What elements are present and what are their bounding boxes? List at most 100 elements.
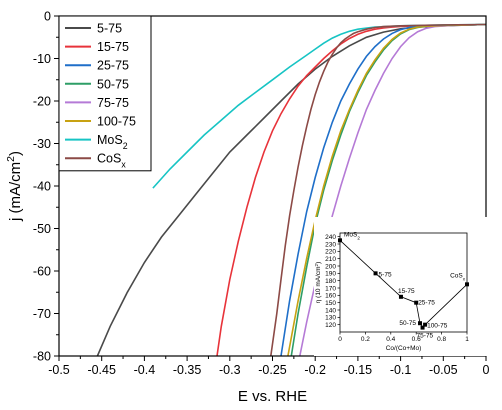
main-polarization-plot: -0.5 -0.45 -0.4 -0.35 -0.3 -0.25 -0.2 -0.15 -0.1… xyxy=(5,10,490,406)
y-axis-title-main: j (mA/cm xyxy=(7,162,24,222)
inset-x-tick-label: 0.2 xyxy=(361,336,370,343)
inset-overpotential-plot: 0 0.2 0.4 0.6 0.8 1 12013014015016017018019020… xyxy=(314,217,491,356)
inset-y-tick-label: 210 xyxy=(325,256,336,263)
inset-point-label-5: 75-75 xyxy=(417,333,434,340)
inset-point-label-0-base: MoS xyxy=(344,231,358,238)
legend-label-7-sub: x xyxy=(121,160,126,170)
inset-point-3 xyxy=(414,300,419,305)
legend-label-2-base: 25-75 xyxy=(97,59,129,73)
inset-y-tick-label: 200 xyxy=(325,263,336,270)
legend-label-5: 100-75 xyxy=(97,115,136,129)
inset-point-label-3-base: 25-75 xyxy=(418,300,435,307)
inset-y-tick-label: 240 xyxy=(325,234,336,241)
inset-point-label-0: MoS2 xyxy=(344,231,360,240)
inset-point-6 xyxy=(423,322,428,327)
series-line-7 xyxy=(270,23,486,356)
inset-y-tick-label: 230 xyxy=(325,241,336,248)
x-tick-label: -0.15 xyxy=(344,363,373,377)
y-axis-title-sup: 2 xyxy=(5,156,17,162)
inset-point-label-2-base: 15-75 xyxy=(398,288,415,295)
inset-point-label-0-sub: 2 xyxy=(357,235,360,240)
inset-y-tick-label: 220 xyxy=(325,249,336,256)
inset-point-label-7: CoSx xyxy=(450,272,466,281)
inset-y-tick-label: 170 xyxy=(325,285,336,292)
inset-point-label-6-base: 100-75 xyxy=(427,323,448,330)
inset-point-label-4: 50-75 xyxy=(399,320,416,327)
x-tick-label: -0.1 xyxy=(390,363,412,377)
y-tick-label: -10 xyxy=(33,52,51,66)
legend-label-6-base: MoS xyxy=(97,133,123,147)
x-axis-title: E vs. RHE xyxy=(238,388,307,405)
series-line-2 xyxy=(280,23,486,356)
plot-frame xyxy=(58,15,487,357)
y-tick-label: 0 xyxy=(44,10,51,24)
inset-point-label-5-base: 75-75 xyxy=(417,333,434,340)
y-tick-label: -80 xyxy=(33,350,51,364)
inset-point-label-7-sub: x xyxy=(463,276,466,281)
legend-label-1: 15-75 xyxy=(97,40,129,54)
inset-x-tick-label: 0.8 xyxy=(437,336,446,343)
inset-y-axis-title: η (10 mA/cm2) xyxy=(314,262,323,304)
inset-y-tick-label: 180 xyxy=(325,278,336,285)
inset-y-axis-title-main: η (10 mA/cm xyxy=(315,266,322,303)
legend-label-5-base: 100-75 xyxy=(97,115,136,129)
x-tick-label: -0.4 xyxy=(134,363,156,377)
inset-point-label-1-base: 5-75 xyxy=(379,271,392,278)
inset-point-label-6: 100-75 xyxy=(427,323,448,330)
inset-background xyxy=(314,217,491,356)
legend-label-4: 75-75 xyxy=(97,96,129,110)
inset-y-tick-label: 190 xyxy=(325,271,336,278)
inset-y-tick-label: 140 xyxy=(325,307,336,314)
inset-point-label-4-base: 50-75 xyxy=(399,320,416,327)
inset-point-label-2: 15-75 xyxy=(398,288,415,295)
legend-label-6-sub: 2 xyxy=(123,141,128,151)
y-tick-label: -30 xyxy=(33,137,51,151)
x-tick-label: -0.45 xyxy=(87,363,116,377)
legend-label-3: 50-75 xyxy=(97,77,129,91)
inset-x-tick-label: 0.6 xyxy=(412,336,421,343)
y-tick-label: -20 xyxy=(33,95,51,109)
inset-point-7 xyxy=(465,282,469,287)
x-tick-label: -0.25 xyxy=(258,363,287,377)
inset-x-tick-label: 0.4 xyxy=(386,336,395,343)
legend-label-6: MoS2 xyxy=(97,133,128,151)
legend-label-0-base: 5-75 xyxy=(97,22,122,36)
x-tick-label: -0.2 xyxy=(304,363,326,377)
legend-label-7-base: CoS xyxy=(97,152,121,166)
inset-point-label-3: 25-75 xyxy=(418,300,435,307)
inset-x-tick-label: 0 xyxy=(338,336,342,343)
inset-x-axis-title: Co/(Co+Mo) xyxy=(386,345,422,352)
y-tick-label: -50 xyxy=(33,222,51,236)
legend-label-4-base: 75-75 xyxy=(97,96,129,110)
y-axis-title: j (mA/cm2) xyxy=(5,151,24,222)
inset-y-tick-label: 150 xyxy=(325,300,336,307)
legend-label-2: 25-75 xyxy=(97,59,129,73)
inset-point-1 xyxy=(373,271,378,276)
legend-label-3-base: 50-75 xyxy=(97,77,129,91)
inset-y-tick-label: 160 xyxy=(325,293,336,300)
inset-point-0 xyxy=(338,238,342,243)
legend-label-0: 5-75 xyxy=(97,22,122,36)
x-tick-label: -0.3 xyxy=(219,363,241,377)
inset-y-tick-label: 120 xyxy=(325,322,336,329)
x-tick-label: -0.5 xyxy=(48,363,70,377)
y-tick-label: -40 xyxy=(33,180,51,194)
x-tick-label: -0.35 xyxy=(173,363,202,377)
legend-box xyxy=(58,15,152,172)
inset-y-tick-label: 130 xyxy=(325,315,336,322)
inset-point-4 xyxy=(418,321,423,326)
inset-point-label-1: 5-75 xyxy=(379,271,392,278)
y-axis-title-end: ) xyxy=(7,151,24,156)
legend-label-7: CoSx xyxy=(97,152,126,170)
legend-label-1-base: 15-75 xyxy=(97,40,129,54)
inset-x-tick-label: 1 xyxy=(465,336,469,343)
x-tick-label: -0.05 xyxy=(429,363,458,377)
inset-point-label-7-base: CoS xyxy=(450,272,463,279)
y-tick-label: -60 xyxy=(33,265,51,279)
series-lines xyxy=(96,23,486,356)
x-tick-label: 0 xyxy=(483,363,490,377)
inset-y-axis-title-end: ) xyxy=(315,262,322,264)
inset-point-2 xyxy=(398,294,403,299)
